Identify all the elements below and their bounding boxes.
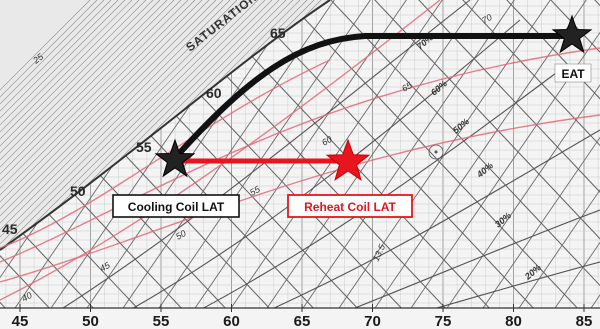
grid-wet-bulb-line — [242, 0, 536, 310]
cooling-process-line — [172, 33, 575, 161]
saturation-hatch-line — [0, 0, 105, 250]
grid-volume-line — [445, 84, 600, 310]
x-tick-label: 65 — [294, 313, 311, 329]
saturation-region — [0, 0, 330, 250]
grid-rh-curve — [349, 209, 600, 310]
grid-rh-curve — [129, 19, 521, 310]
cooling-coil-lat-label: Cooling Coil LAT — [128, 200, 225, 214]
saturation-hatch-line — [0, 0, 98, 250]
saturation-hatch-line — [0, 0, 266, 250]
reference-dot — [434, 150, 438, 154]
grid-wet-bulb-line — [286, 0, 580, 310]
wet-bulb-label: 50 — [70, 183, 86, 199]
saturation-hatch-line — [0, 0, 112, 250]
grid-volume-line — [517, 189, 600, 310]
x-axis-strip — [0, 308, 600, 329]
saturation-hatch-line — [0, 0, 203, 250]
eat-star — [551, 14, 593, 54]
dry-bulb-small-label: 70 — [480, 12, 494, 26]
dry-bulb-small-label: 60 — [320, 134, 334, 148]
saturation-hatch-line — [0, 0, 161, 250]
wet-bulb-labels: 45 50 55 60 65 — [2, 25, 286, 237]
saturation-hatch-line — [0, 0, 224, 250]
x-tick-label: 85 — [576, 313, 593, 329]
dry-bulb-small-label: 40 — [20, 290, 34, 304]
saturation-hatch-line — [0, 0, 140, 250]
saturation-hatch-line — [0, 0, 168, 250]
saturation-hatch-line — [0, 0, 189, 250]
saturation-hatch-line — [0, 0, 182, 250]
saturation-hatch-line — [0, 0, 119, 250]
x-tick-label: 75 — [435, 313, 452, 329]
x-tick-label: 55 — [153, 313, 170, 329]
saturation-hatch-line — [0, 0, 210, 250]
grid-wet-bulb-line — [550, 0, 600, 53]
reheat-coil-lat-callout: Reheat Coil LAT — [287, 194, 413, 218]
saturation-hatch-line — [0, 0, 175, 250]
wet-bulb-label: 55 — [136, 139, 152, 155]
wet-bulb-label: 65 — [270, 25, 286, 41]
x-tick-label: 70 — [364, 313, 381, 329]
saturation-hatch-line — [0, 0, 147, 250]
saturation-hatch-line — [0, 0, 280, 250]
red-reference-curve — [0, 0, 441, 301]
grid-wet-bulb-line — [0, 208, 96, 310]
eat-callout: EAT — [554, 63, 592, 83]
eat-label: EAT — [561, 67, 585, 81]
dry-bulb-small-label: 50 — [174, 228, 188, 242]
x-axis-ticks: 45 50 55 60 65 70 75 80 85 — [12, 304, 593, 329]
red-reference-curve — [0, 114, 600, 283]
saturation-hatch-line — [0, 0, 217, 250]
wet-bulb-label: 45 — [2, 221, 18, 237]
x-tick-label: 80 — [505, 313, 522, 329]
red-reference-curves — [0, 0, 600, 301]
saturation-hatch-line — [0, 0, 91, 250]
grid-volume-line — [409, 31, 600, 310]
reheat-coil-lat-label: Reheat Coil LAT — [304, 200, 396, 214]
reference-circle — [428, 144, 444, 160]
saturation-hatch-line — [0, 0, 245, 250]
saturation-hatch-line — [0, 0, 133, 250]
red-reference-curve — [0, 47, 600, 263]
reheat-coil-lat-star — [325, 138, 371, 181]
saturation-hatch-line — [0, 0, 154, 250]
cooling-coil-lat-callout: Cooling Coil LAT — [112, 194, 240, 218]
saturation-hatch-line — [0, 0, 259, 250]
x-tick-label: 50 — [82, 313, 99, 329]
red-reference-curve — [0, 59, 331, 249]
x-tick-label: 60 — [223, 313, 240, 329]
saturation-hatch-line — [0, 0, 126, 250]
grid-volume-line — [481, 136, 600, 310]
grid-wet-bulb-line — [0, 255, 52, 310]
saturation-hatch-line — [0, 0, 196, 250]
saturation-hatch-line — [0, 0, 231, 250]
saturation-hatch-line — [0, 0, 238, 250]
cooling-coil-lat-star — [154, 138, 196, 178]
wet-bulb-label: 60 — [206, 85, 222, 101]
saturation-curve — [0, 0, 331, 251]
saturation-hatch-line — [0, 0, 273, 250]
saturation-hatch-line — [0, 0, 252, 250]
x-tick-label: 45 — [12, 313, 29, 329]
grid-wet-bulb-line — [0, 161, 140, 310]
grid-rh-curve — [429, 261, 600, 310]
grid-rh-curve — [269, 129, 600, 310]
grid-volume-line — [553, 241, 600, 310]
